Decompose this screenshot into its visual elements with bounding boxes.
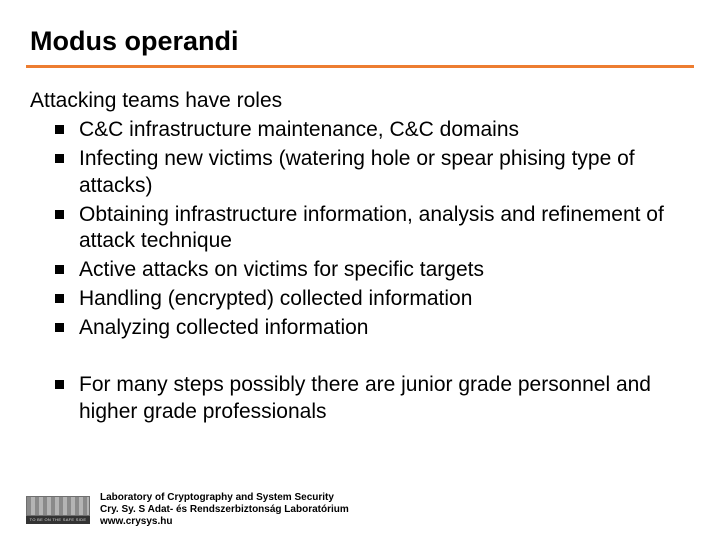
- footer: TO BE ON THE SAFE SIDE Laboratory of Cry…: [26, 492, 349, 528]
- footer-text: Laboratory of Cryptography and System Se…: [100, 492, 349, 528]
- slide-title: Modus operandi: [30, 26, 239, 57]
- footer-line-2: Cry. Sy. S Adat- és Rendszerbiztonság La…: [100, 504, 349, 516]
- lead-text: Attacking teams have roles: [30, 88, 690, 115]
- list-item: Obtaining infrastructure information, an…: [55, 202, 690, 256]
- lab-logo: TO BE ON THE SAFE SIDE: [26, 496, 90, 524]
- bullet-list-1: C&C infrastructure maintenance, C&C doma…: [55, 117, 690, 342]
- list-item-text: Handling (encrypted) collected informati…: [79, 287, 472, 310]
- list-item-text: Infecting new victims (watering hole or …: [79, 147, 635, 197]
- slide-body: Attacking teams have roles C&C infrastru…: [30, 88, 690, 428]
- footer-line-3: www.crysys.hu: [100, 516, 349, 528]
- list-item-text: Active attacks on victims for specific t…: [79, 258, 484, 281]
- list-item-text: Analyzing collected information: [79, 316, 369, 339]
- list-item: Analyzing collected information: [55, 315, 690, 342]
- list-item: Infecting new victims (watering hole or …: [55, 146, 690, 200]
- slide: Modus operandi Attacking teams have role…: [0, 0, 720, 540]
- logo-graphic: [26, 496, 90, 516]
- list-item: Active attacks on victims for specific t…: [55, 257, 690, 284]
- list-item-text: Obtaining infrastructure information, an…: [79, 203, 664, 253]
- bullet-list-2: For many steps possibly there are junior…: [55, 372, 690, 426]
- list-item-text: For many steps possibly there are junior…: [79, 373, 651, 423]
- logo-tagline: TO BE ON THE SAFE SIDE: [26, 516, 90, 524]
- list-item: Handling (encrypted) collected informati…: [55, 286, 690, 313]
- title-underline: [26, 65, 694, 68]
- list-item: For many steps possibly there are junior…: [55, 372, 690, 426]
- footer-line-1: Laboratory of Cryptography and System Se…: [100, 492, 349, 504]
- list-item-text: C&C infrastructure maintenance, C&C doma…: [79, 118, 519, 141]
- list-item: C&C infrastructure maintenance, C&C doma…: [55, 117, 690, 144]
- spacer: [30, 344, 690, 372]
